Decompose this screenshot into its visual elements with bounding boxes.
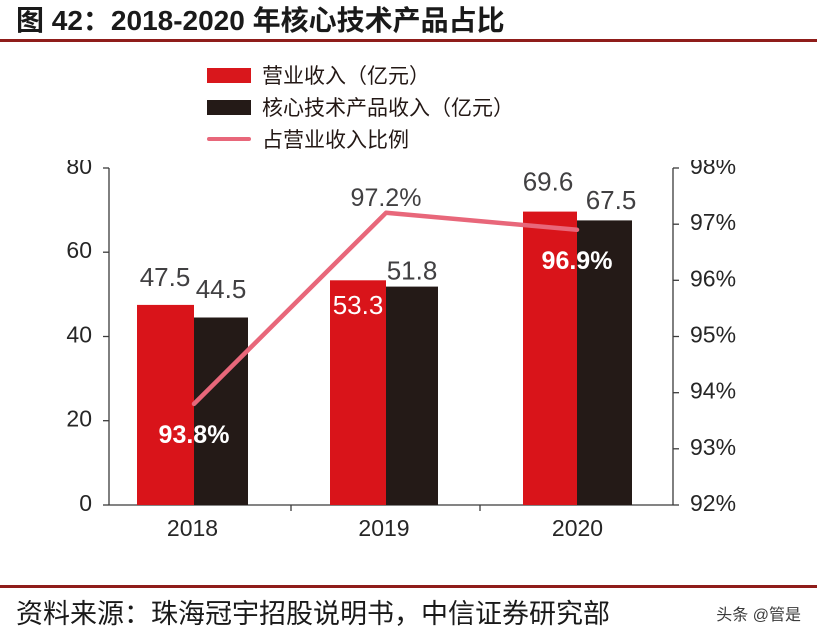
svg-text:60: 60: [66, 237, 92, 263]
svg-text:98%: 98%: [690, 160, 736, 179]
svg-text:67.5: 67.5: [586, 185, 637, 215]
svg-text:80: 80: [66, 160, 92, 179]
svg-text:51.8: 51.8: [387, 256, 438, 286]
svg-text:96.9%: 96.9%: [542, 247, 613, 275]
svg-text:0: 0: [79, 490, 92, 516]
svg-text:97.2%: 97.2%: [351, 184, 422, 212]
svg-text:97%: 97%: [690, 209, 736, 235]
svg-text:69.6: 69.6: [523, 167, 574, 197]
svg-text:96%: 96%: [690, 265, 736, 291]
svg-text:40: 40: [66, 322, 92, 348]
svg-text:47.5: 47.5: [140, 262, 191, 292]
svg-text:20: 20: [66, 406, 92, 432]
svg-text:53.3: 53.3: [333, 290, 384, 320]
svg-text:94%: 94%: [690, 378, 736, 404]
svg-text:93%: 93%: [690, 434, 736, 460]
svg-text:93.8%: 93.8%: [159, 421, 230, 449]
svg-text:44.5: 44.5: [196, 274, 247, 304]
svg-text:95%: 95%: [690, 322, 736, 348]
svg-text:92%: 92%: [690, 490, 736, 516]
